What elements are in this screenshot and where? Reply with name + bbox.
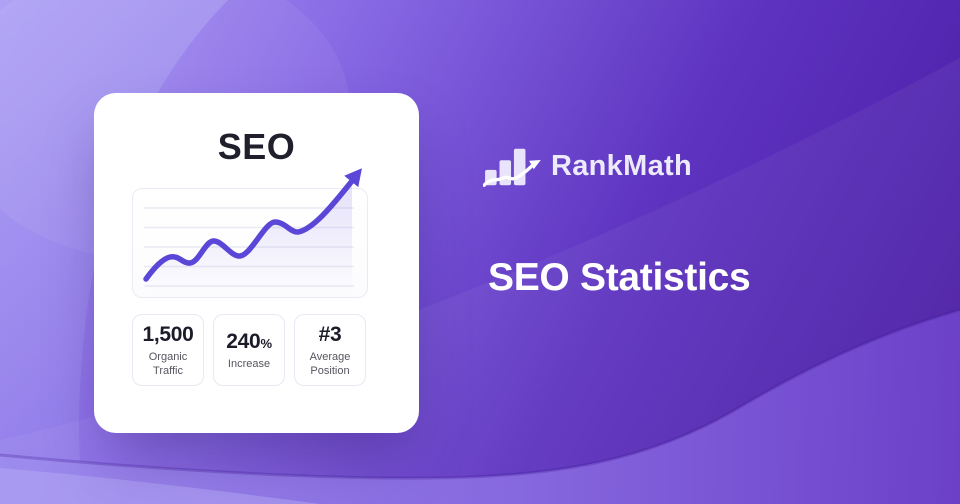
stats-row: 1,500 Organic Traffic 240% Increase #3 A…	[132, 314, 366, 386]
stat-value: 1,500	[142, 322, 194, 346]
trend-line	[143, 178, 355, 282]
stat-label: Increase	[227, 357, 271, 370]
trend-chart	[143, 168, 362, 293]
trend-arrow-icon	[344, 168, 362, 188]
stat-label: Organic Traffic	[148, 350, 188, 377]
wave-bottom	[0, 310, 960, 504]
seo-card: SEO 1,500 Organic Tr	[94, 93, 419, 433]
card-title: SEO	[217, 126, 296, 167]
wave-bottom-edge	[0, 308, 960, 480]
brand-name: RankMath	[551, 149, 692, 182]
stat-average-position: #3 Average Position	[294, 314, 366, 386]
page-title: SEO Statistics	[488, 256, 751, 299]
wave-bottom-left	[0, 468, 320, 504]
stat-value: 240%	[226, 329, 272, 353]
chart-area-fill	[146, 181, 352, 293]
wave-top-left	[0, 0, 228, 504]
stat-value: #3	[318, 322, 342, 346]
stat-increase: 240% Increase	[213, 314, 285, 386]
brand-logo: RankMath	[483, 141, 692, 191]
bar-chart-arrow-icon	[483, 148, 541, 187]
stat-organic-traffic: 1,500 Organic Traffic	[132, 314, 204, 386]
stat-label: Average Position	[309, 350, 351, 377]
